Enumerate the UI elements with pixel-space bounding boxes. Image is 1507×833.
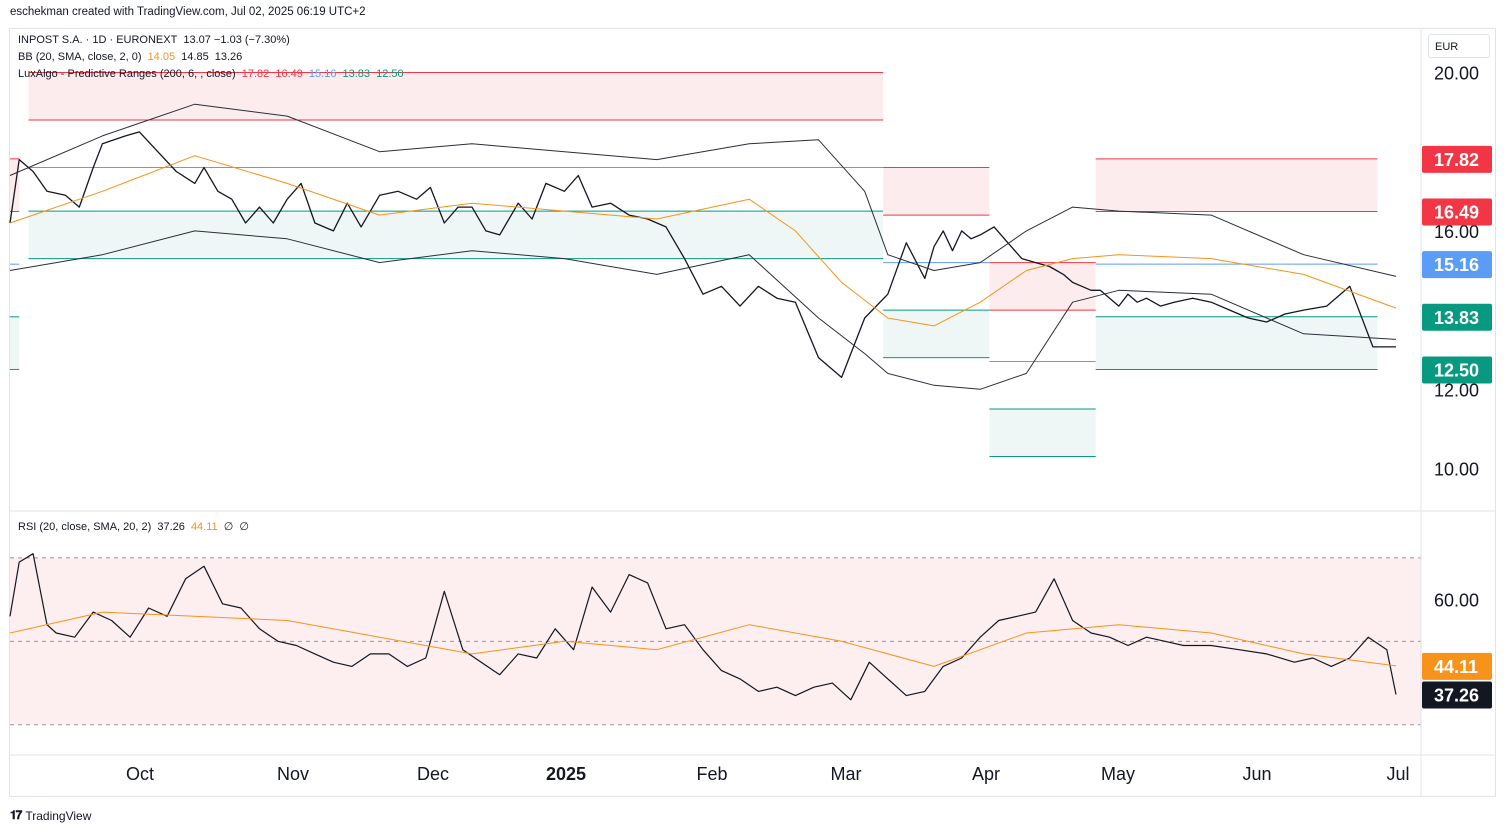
legend-pr-s2: 12.50	[376, 68, 404, 80]
support-zone	[10, 316, 20, 370]
legend-pr-avg: 15.16	[308, 68, 337, 80]
legend-rsi[interactable]: RSI (20, close, SMA, 20, 2) 37.26 44.11 …	[18, 520, 252, 533]
time-axis-label: Feb	[696, 764, 727, 784]
price-badge	[1422, 303, 1492, 331]
price-badge-label: 13.83	[1434, 308, 1479, 328]
time-axis-label: Jun	[1242, 764, 1271, 784]
price-tick-label: 10.00	[1434, 459, 1479, 479]
series-rsi-line	[9, 553, 1397, 701]
rsi-badge	[1422, 652, 1492, 680]
price-badge	[1422, 198, 1492, 226]
price-badges: 17.82 16.49 15.16 13.83 12.50 44.11 37.26	[1422, 145, 1492, 709]
price-badge-label: 12.50	[1434, 360, 1479, 380]
legend-bb-basis: 14.05	[147, 51, 176, 63]
legend-pr-r2: 17.82	[241, 68, 270, 80]
time-axis-label: 2025	[546, 764, 586, 784]
tradingview-brand: TradingView	[25, 808, 92, 823]
time-axis-label: Mar	[831, 764, 862, 784]
support-zone	[1095, 316, 1378, 370]
time-axis-label: Nov	[277, 764, 309, 784]
price-badge-label: 16.49	[1434, 203, 1479, 223]
support-zone	[28, 211, 884, 259]
support-zone	[989, 409, 1096, 457]
legend-bb-name: BB (20, SMA, close, 2, 0)	[18, 51, 142, 63]
legend-rsi-upper: ∅	[223, 521, 234, 533]
support-zone	[883, 310, 990, 358]
resistance-zone	[883, 167, 990, 216]
rsi-background	[10, 557, 1421, 726]
time-axis-label: Oct	[126, 764, 154, 784]
legend-bb[interactable]: BB (20, SMA, close, 2, 0) 14.05 14.85 13…	[18, 51, 245, 63]
series-bb-lower-line	[9, 230, 1397, 390]
axes: 20.00 16.00 12.00 10.00 60.00 Oct Nov Dec 2025 Fe…	[10, 29, 1495, 796]
price-badge	[1422, 251, 1492, 279]
series-bb-basis-line	[9, 155, 1397, 327]
resistance-zone	[989, 262, 1096, 311]
legend-main-name: INPOST S.A. · 1D · EURONEXT	[18, 34, 178, 46]
tradingview-footer[interactable]: 𝟏𝟕 TradingView	[10, 808, 91, 823]
price-tick-label: 12.00	[1434, 380, 1479, 400]
range-zones	[10, 72, 1378, 458]
resistance-zone	[10, 158, 20, 212]
time-axis-label: Dec	[417, 764, 449, 784]
legend-pr-r1: 16.49	[275, 68, 303, 80]
legend-bb-lower: 13.26	[214, 51, 243, 63]
tradingview-logo-icon: 𝟏𝟕	[10, 808, 22, 822]
time-axis-label: Apr	[972, 764, 1000, 784]
rsi-badge-label: 37.26	[1434, 686, 1479, 706]
series-lines	[9, 103, 1397, 701]
legend-bb-upper: 14.85	[181, 51, 209, 63]
series-bb-upper-line	[9, 103, 1397, 277]
price-tick-label: 20.00	[1434, 64, 1479, 84]
price-badge	[1422, 356, 1492, 384]
legend-pr-s1: 13.83	[342, 68, 371, 80]
legend-rsi-ma: 44.11	[190, 521, 218, 533]
rsi-badge-label: 44.11	[1434, 657, 1478, 677]
legend-pr-name: LuxAlgo - Predictive Ranges (200, 6, , c…	[18, 68, 236, 80]
series-rsi-ma-line	[9, 611, 1397, 667]
rsi-tick-label: 60.00	[1434, 591, 1479, 611]
legend-main-values: 13.07 −1.03 (−7.30%)	[183, 34, 290, 46]
rsi-badge	[1422, 681, 1492, 709]
price-badge-label: 15.16	[1434, 255, 1479, 275]
legend-pr[interactable]: LuxAlgo - Predictive Ranges (200, 6, , c…	[18, 68, 407, 80]
legend-rsi-lower: ∅	[239, 521, 249, 533]
currency-selector[interactable]: EUR	[1428, 34, 1490, 58]
resistance-zone	[1095, 158, 1378, 212]
legend-rsi-name: RSI (20, close, SMA, 20, 2)	[18, 521, 152, 533]
time-axis-label: Jul	[1386, 764, 1409, 784]
price-badge	[1422, 145, 1492, 173]
chart-frame	[9, 28, 1496, 797]
price-tick-label: 16.00	[1434, 222, 1479, 242]
series-price-line	[9, 131, 1396, 379]
legend-main[interactable]: INPOST S.A. · 1D · EURONEXT 13.07 −1.03 …	[18, 34, 293, 46]
chart-credit: eschekman created with TradingView.com, …	[10, 6, 366, 18]
price-badge-label: 17.82	[1434, 150, 1479, 170]
time-axis-label: May	[1101, 764, 1135, 784]
legend-rsi-value: 37.26	[157, 521, 185, 533]
